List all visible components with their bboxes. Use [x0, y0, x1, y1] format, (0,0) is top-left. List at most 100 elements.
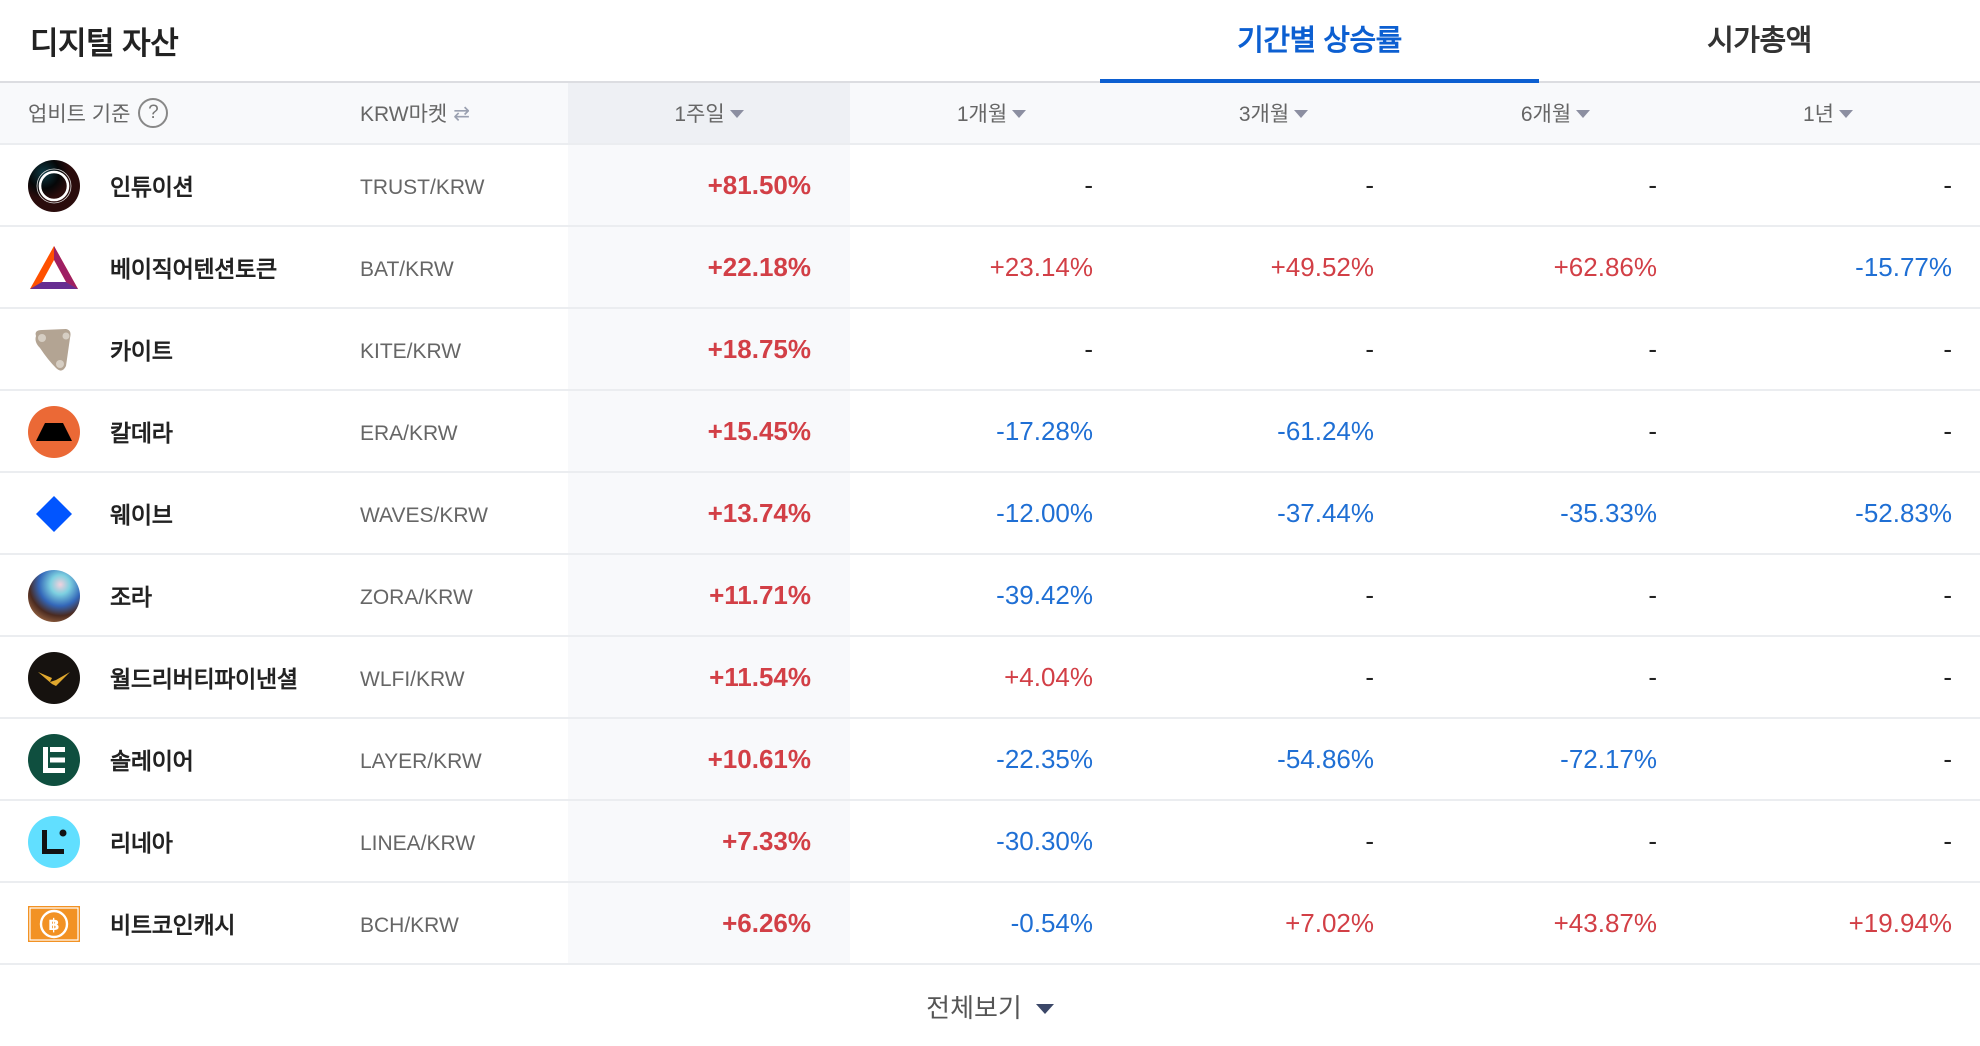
return-3month: -	[1365, 169, 1374, 200]
return-3month: -54.86%	[1277, 743, 1374, 774]
sort-1year[interactable]: 1년	[1697, 83, 1959, 143]
return-6month: -	[1648, 579, 1657, 610]
coin-name[interactable]: 솔레이어	[110, 748, 194, 774]
selected-column-shade	[568, 555, 850, 635]
view-all-button[interactable]: 전체보기	[926, 988, 1054, 1025]
selected-column-shade	[568, 227, 850, 307]
tab-market-cap[interactable]: 시가총액	[1539, 0, 1980, 83]
return-1week: +11.71%	[709, 579, 811, 610]
return-3month: +7.02%	[1285, 907, 1374, 938]
sort-label: 6개월	[1520, 103, 1572, 126]
return-1year: -52.83%	[1855, 497, 1952, 528]
sort-label: 1년	[1803, 103, 1834, 126]
bch-logo-icon: ฿	[28, 898, 80, 950]
coin-name[interactable]: 인튜이션	[110, 174, 194, 200]
return-3month: -37.44%	[1277, 497, 1374, 528]
market-toggle[interactable]: KRW마켓 ⇄	[360, 83, 470, 143]
coin-name[interactable]: 월드리버티파이낸셜	[110, 666, 298, 692]
zora-logo-icon	[28, 570, 80, 622]
return-6month: -	[1648, 333, 1657, 364]
return-1month: -12.00%	[996, 497, 1093, 528]
selected-column-shade	[568, 637, 850, 717]
return-6month: +43.87%	[1553, 907, 1657, 938]
return-3month: -	[1365, 661, 1374, 692]
trading-pair: ZORA/KRW	[360, 586, 473, 609]
trading-pair: BAT/KRW	[360, 258, 454, 281]
view-all-label: 전체보기	[926, 993, 1022, 1023]
return-1year: -	[1943, 825, 1952, 856]
coin-name[interactable]: 칼데라	[110, 420, 173, 446]
trading-pair: LAYER/KRW	[360, 750, 482, 773]
return-1year: -	[1943, 333, 1952, 364]
return-1year: -	[1943, 661, 1952, 692]
sort-6month[interactable]: 6개월	[1414, 83, 1697, 143]
return-6month: -	[1648, 661, 1657, 692]
table-row[interactable]: 카이트 KITE/KRW +18.75% - - - -	[0, 309, 1980, 391]
return-6month: -72.17%	[1560, 743, 1657, 774]
return-1year: +19.94%	[1848, 907, 1952, 938]
return-1week: +18.75%	[707, 333, 811, 364]
return-3month: -61.24%	[1277, 415, 1374, 446]
sort-label: 3개월	[1238, 103, 1290, 126]
return-3month: -	[1365, 333, 1374, 364]
sort-1month[interactable]: 1개월	[850, 83, 1133, 143]
solayer-logo-icon	[28, 734, 80, 786]
coin-name[interactable]: 비트코인캐시	[110, 912, 236, 938]
table-row[interactable]: 월드리버티파이낸셜 WLFI/KRW +11.54% +4.04% - - -	[0, 637, 1980, 719]
return-6month: +62.86%	[1553, 251, 1657, 282]
table-header: 업비트 기준 ? KRW마켓 ⇄ 1주일 1개월 3개월 6개월 1년	[0, 83, 1980, 145]
selected-column-shade	[568, 391, 850, 471]
sort-label: 1개월	[956, 103, 1008, 126]
table-row[interactable]: 칼데라 ERA/KRW +15.45% -17.28% -61.24% - -	[0, 391, 1980, 473]
sort-1week[interactable]: 1주일	[568, 83, 850, 143]
help-icon[interactable]: ?	[138, 98, 169, 128]
svg-text:฿: ฿	[48, 915, 59, 934]
table-row[interactable]: ฿ 비트코인캐시 BCH/KRW +6.26% -0.54% +7.02% +4…	[0, 883, 1980, 965]
trading-pair: WAVES/KRW	[360, 504, 488, 527]
kite-logo-icon	[28, 324, 80, 376]
return-1month: -0.54%	[1010, 907, 1093, 938]
table-row[interactable]: 웨이브 WAVES/KRW +13.74% -12.00% -37.44% -3…	[0, 473, 1980, 555]
return-1week: +15.45%	[707, 415, 811, 446]
return-6month: -	[1648, 169, 1657, 200]
table-row[interactable]: 조라 ZORA/KRW +11.71% -39.42% - - -	[0, 555, 1980, 637]
return-1month: +23.14%	[989, 251, 1093, 282]
table-row[interactable]: 솔레이어 LAYER/KRW +10.61% -22.35% -54.86% -…	[0, 719, 1980, 801]
caret-down-icon	[1839, 110, 1853, 118]
return-1week: +10.61%	[707, 743, 811, 774]
return-1week: +13.74%	[707, 497, 811, 528]
selected-column-shade	[568, 801, 850, 881]
tab-label: 기간별 상승률	[1237, 24, 1402, 57]
linea-logo-icon	[28, 816, 80, 868]
coin-name[interactable]: 베이직어텐션토큰	[110, 256, 277, 282]
caldera-logo-icon	[28, 406, 80, 458]
table-row[interactable]: 인튜이션 TRUST/KRW +81.50% - - - -	[0, 145, 1980, 227]
return-1week: +22.18%	[707, 251, 811, 282]
selected-column-shade	[568, 145, 850, 225]
trading-pair: KITE/KRW	[360, 340, 462, 363]
trading-pair: LINEA/KRW	[360, 832, 476, 855]
basis-label: 업비트 기준	[28, 103, 131, 126]
table-row[interactable]: 리네아 LINEA/KRW +7.33% -30.30% - - -	[0, 801, 1980, 883]
selected-column-shade	[568, 883, 850, 963]
return-1week: +6.26%	[722, 907, 811, 938]
return-1week: +81.50%	[707, 169, 811, 200]
intuition-logo-icon	[28, 160, 80, 212]
tab-label: 시가총액	[1707, 24, 1812, 57]
coin-name[interactable]: 카이트	[110, 338, 173, 364]
footer: 전체보기	[0, 967, 1980, 1046]
sort-3month[interactable]: 3개월	[1133, 83, 1414, 143]
coin-name[interactable]: 리네아	[110, 830, 173, 856]
page-title: 디지털 자산	[30, 26, 179, 61]
return-1week: +7.33%	[722, 825, 811, 856]
selected-column-shade	[568, 719, 850, 799]
coin-name[interactable]: 조라	[110, 584, 152, 610]
table-row[interactable]: 베이직어텐션토큰 BAT/KRW +22.18% +23.14% +49.52%…	[0, 227, 1980, 309]
tab-period-returns[interactable]: 기간별 상승률	[1100, 0, 1539, 85]
return-3month: -	[1365, 825, 1374, 856]
coin-name[interactable]: 웨이브	[110, 502, 173, 528]
return-1year: -	[1943, 743, 1952, 774]
basis-header: 업비트 기준 ?	[28, 83, 169, 143]
return-1month: -30.30%	[996, 825, 1093, 856]
return-6month: -35.33%	[1560, 497, 1657, 528]
